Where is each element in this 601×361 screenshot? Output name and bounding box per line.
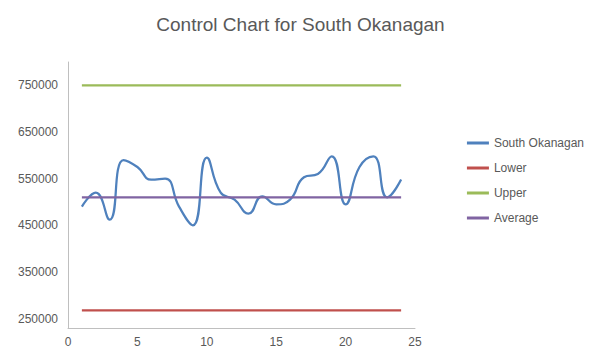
svg-text:Control Chart for South Okanag: Control Chart for South Okanagan [156, 14, 444, 35]
svg-text:Upper: Upper [494, 186, 527, 200]
svg-text:0: 0 [65, 335, 72, 349]
svg-text:450000: 450000 [18, 218, 58, 232]
svg-text:650000: 650000 [18, 125, 58, 139]
svg-text:25: 25 [408, 335, 422, 349]
svg-text:5: 5 [134, 335, 141, 349]
svg-text:15: 15 [270, 335, 284, 349]
svg-text:10: 10 [200, 335, 214, 349]
svg-text:550000: 550000 [18, 172, 58, 186]
svg-text:20: 20 [339, 335, 353, 349]
svg-text:Average: Average [494, 211, 539, 225]
svg-text:South Okanagan: South Okanagan [494, 136, 584, 150]
svg-text:250000: 250000 [18, 312, 58, 326]
svg-text:350000: 350000 [18, 265, 58, 279]
svg-text:750000: 750000 [18, 78, 58, 92]
svg-text:Lower: Lower [494, 161, 527, 175]
